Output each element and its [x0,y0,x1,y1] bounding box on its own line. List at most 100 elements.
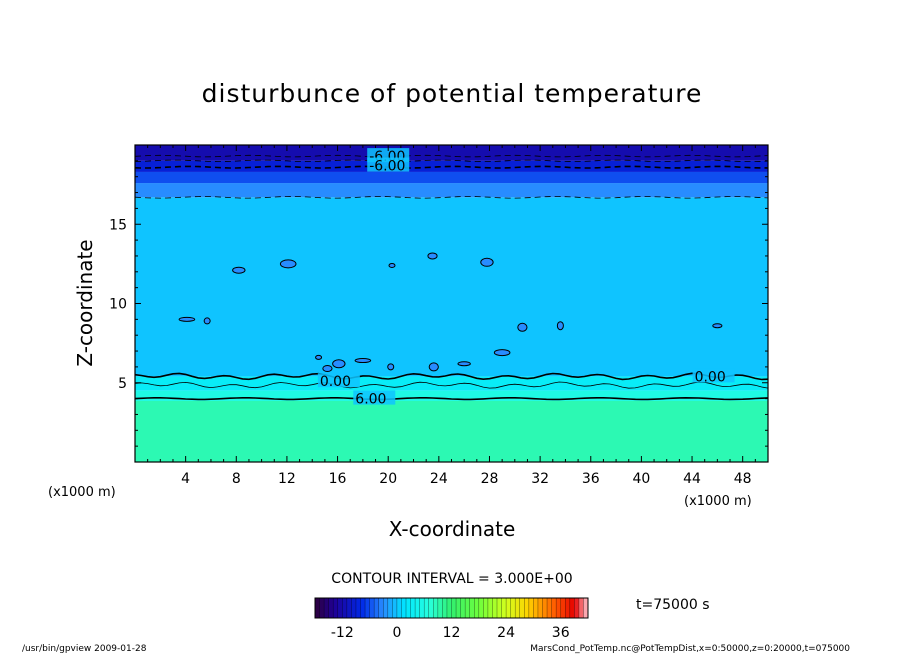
colorbar-cell [315,598,321,618]
contour-blob [428,362,439,372]
contour-blob [178,316,196,322]
colorbar-cell [578,598,584,618]
colorbar-cell [583,598,589,618]
colorbar-cell [424,598,430,618]
colorbar-cell [437,598,443,618]
contour-blob [354,358,372,364]
contour-blob [279,259,297,269]
time-label: t=75000 s [636,597,710,613]
colorbar-cell [547,598,553,618]
colorbar-cell [401,598,407,618]
colorbar-tick-label: 0 [392,625,401,641]
colorbar-cell [369,598,375,618]
x-tick-label: 40 [632,471,650,487]
colorbar-cell [415,598,421,618]
contour-blobs [178,252,723,372]
x-tick-label: 16 [329,471,347,487]
colorbar-cell [460,598,466,618]
contour-label: 0.00 [320,374,351,390]
contour-blob [315,354,323,360]
x-tick-label: 36 [582,471,600,487]
contour-blob [232,266,246,274]
contour-blob [387,363,395,371]
colorbar-cell [492,598,498,618]
y-tick-label: 5 [118,376,127,392]
contour-blob [388,262,396,268]
contour-blob [480,257,494,267]
x-tick-label: 28 [481,471,499,487]
x-tick-label: 32 [531,471,549,487]
colorbar-cell [474,598,480,618]
contour-blob [457,361,471,367]
colorbar-cell [506,598,512,618]
colorbar-cell [378,598,384,618]
contour-blob [712,323,723,329]
colorbar-cell [396,598,402,618]
contour-label-bg [353,390,396,405]
y-axis: 5 10 15 [109,144,768,463]
colorbar-cell [446,598,452,618]
colorbar-tick-label: 36 [552,625,570,641]
contour-blob [517,322,528,332]
x-axis-title: X-coordinate [389,517,516,541]
contour-label-bg [367,157,410,172]
colorbar-cell [556,598,562,618]
footer-left: /usr/bin/gpview 2009-01-28 [22,644,147,654]
colorbar-cell [451,598,457,618]
colorbar-cell [542,598,548,618]
colorbar-tick-label: 24 [497,625,515,641]
heatmap-layer [135,160,768,172]
plot-area [135,145,768,462]
x-tick-label: 20 [379,471,397,487]
colorbar-tick-label: 12 [443,625,461,641]
colorbar-cell [524,598,530,618]
colorbar-tick-label: -12 [331,625,354,641]
contour-label: 6.00 [355,392,386,408]
contour-label-bg [692,368,735,383]
colorbar-cell [346,598,352,618]
y-tick-label: 10 [109,297,127,313]
contour-line [135,165,768,169]
contour-lines [135,154,768,401]
contour-line [135,154,768,158]
contour-line [135,159,768,162]
colorbar-cell [537,598,543,618]
colorbar-cell [428,598,434,618]
heatmap-layer [135,197,768,377]
footer-right: MarsCond_PotTemp.nc@PotTempDist,x=0:5000… [530,644,850,654]
heatmap-layer [135,145,768,161]
colorbar-cell [497,598,503,618]
contour-blob [332,359,346,369]
colorbar-cell [519,598,525,618]
heatmap-layer [135,171,768,184]
contour-line [135,381,768,389]
colorbar-cell [569,598,575,618]
colorbar-cell [392,598,398,618]
colorbar-cell [433,598,439,618]
x-tick-label: 24 [430,471,448,487]
colorbar-cell [387,598,393,618]
colorbar-cell [560,598,566,618]
colorbar-cell [565,598,571,618]
colorbar-cell [501,598,507,618]
colorbar-cell [342,598,348,618]
colorbar-cell [510,598,516,618]
colorbar-cell [487,598,493,618]
contour-line [135,196,768,199]
colorbar-cell [365,598,371,618]
contour-label: 0.00 [695,369,726,385]
y-unit-label: (x1000 m) [48,485,116,500]
colorbar-cell [324,598,330,618]
colorbar [314,598,589,618]
colorbar-frame [314,597,589,619]
contour-blob [493,349,511,357]
colorbar-cell [319,598,325,618]
heatmap-layer [135,183,768,198]
colorbar-labels: -12 0 12 24 36 [331,625,570,641]
colorbar-cell [406,598,412,618]
colorbar-cell [456,598,462,618]
heatmap-layer [135,376,768,391]
x-tick-label: 12 [278,471,296,487]
colorbar-cell [574,598,580,618]
